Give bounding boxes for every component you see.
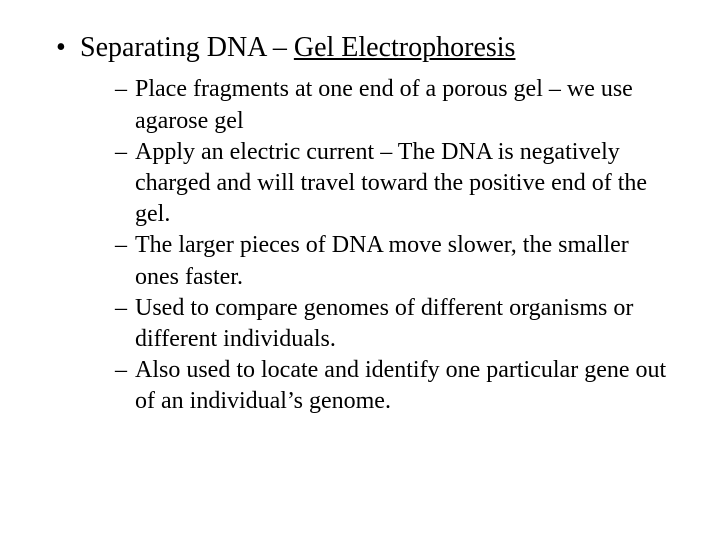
sub-item-text: Also used to locate and identify one par…	[135, 357, 666, 414]
sub-item-text: Used to compare genomes of different org…	[135, 295, 633, 352]
sub-item: Also used to locate and identify one par…	[115, 355, 670, 417]
sub-item: Place fragments at one end of a porous g…	[115, 74, 670, 136]
sub-item-text: Apply an electric current – The DNA is n…	[135, 139, 647, 227]
sub-item-text: The larger pieces of DNA move slower, th…	[135, 232, 629, 289]
main-bullet-item: Separating DNA – Gel Electrophoresis	[50, 30, 670, 66]
main-bullet-prefix: Separating DNA –	[80, 32, 294, 63]
sub-item: The larger pieces of DNA move slower, th…	[115, 230, 670, 292]
sub-item-text: Place fragments at one end of a porous g…	[135, 76, 633, 133]
sub-item: Used to compare genomes of different org…	[115, 293, 670, 355]
main-bullet-underlined: Gel Electrophoresis	[294, 32, 516, 63]
sub-item: Apply an electric current – The DNA is n…	[115, 137, 670, 231]
sub-bullet-list: Place fragments at one end of a porous g…	[50, 74, 670, 417]
